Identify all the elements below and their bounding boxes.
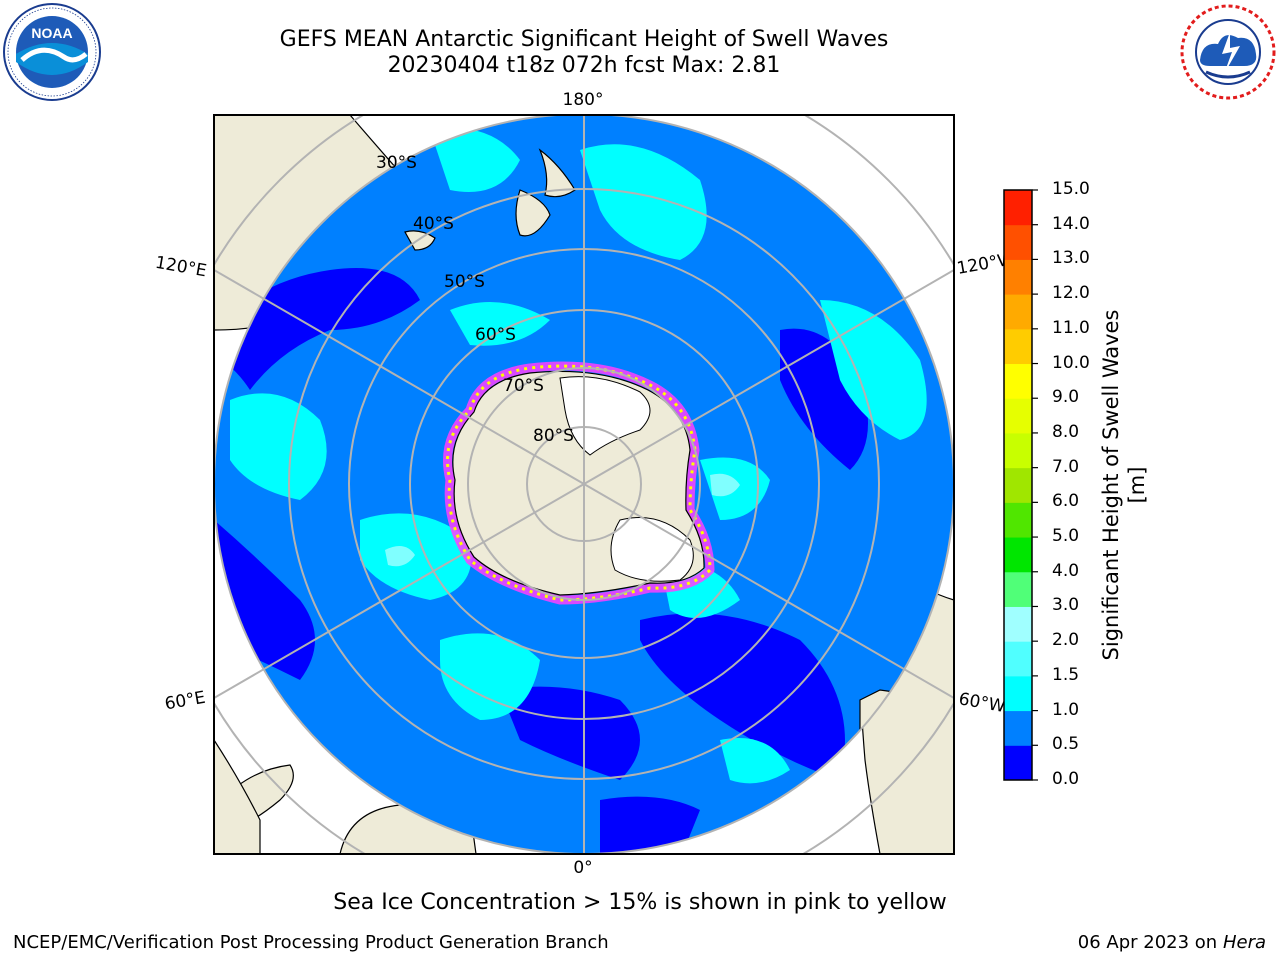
- graticule: [214, 115, 954, 854]
- lat-label-60s: 60°S: [475, 325, 516, 345]
- colorbar-segment: [1004, 190, 1032, 226]
- colorbar-segment: [1004, 328, 1032, 365]
- colorbar-tick-label: 9.0: [1052, 387, 1080, 408]
- colorbar-tick-label: 1.5: [1052, 664, 1080, 685]
- colorbar: [1003, 189, 1038, 781]
- colorbar-segment: [1004, 606, 1032, 642]
- colorbar-tick-label: 6.0: [1052, 491, 1080, 512]
- lat-label-80s: 80°S: [533, 426, 574, 446]
- chart-title: GEFS MEAN Antarctic Significant Height o…: [279, 27, 889, 52]
- map-frame: [213, 114, 955, 855]
- lon-label-top: 180°: [563, 90, 604, 110]
- sea-ice-note: Sea Ice Concentration > 15% is shown in …: [333, 890, 947, 915]
- colorbar-tick-label: 15.0: [1052, 179, 1090, 199]
- nws-logo: [1178, 2, 1278, 102]
- lat-label-30s: 30°S: [376, 153, 417, 173]
- colorbar-tick-label: 12.0: [1052, 283, 1090, 304]
- colorbar-tick-label: 0.0: [1052, 769, 1080, 789]
- colorbar-tick-label: 13.0: [1052, 248, 1090, 269]
- colorbar-tick-label: 10.0: [1052, 352, 1090, 373]
- colorbar-tick-label: 14.0: [1052, 213, 1090, 234]
- colorbar-segment: [1004, 398, 1032, 434]
- footer-machine: Hera: [1222, 932, 1266, 953]
- colorbar-tick-label: 4.0: [1052, 560, 1080, 581]
- lon-label-lower-left: 60°E: [163, 688, 207, 715]
- colorbar-segment: [1004, 294, 1032, 330]
- lat-label-50s: 50°S: [444, 272, 485, 292]
- footer-date-text: 06 Apr 2023 on: [1077, 932, 1223, 953]
- colorbar-tick-label: 11.0: [1052, 317, 1090, 338]
- colorbar-segment: [1004, 467, 1032, 503]
- colorbar-tick-label: 8.0: [1052, 421, 1080, 442]
- colorbar-tick-label: 1.0: [1052, 699, 1080, 720]
- colorbar-segment: [1004, 641, 1032, 677]
- colorbar-segment: [1004, 432, 1032, 469]
- chart-subtitle: 20230404 t18z 072h fcst Max: 2.81: [387, 53, 781, 78]
- colorbar-segment: [1004, 363, 1032, 399]
- lon-label-bottom: 0°: [573, 858, 592, 878]
- colorbar-segment: [1004, 502, 1032, 538]
- colorbar-segment: [1004, 675, 1032, 712]
- lon-label-upper-left: 120°E: [154, 253, 208, 282]
- footer-credit: NCEP/EMC/Verification Post Processing Pr…: [13, 932, 609, 953]
- colorbar-segment: [1004, 259, 1032, 295]
- colorbar-segment: [1004, 537, 1032, 573]
- noaa-logo: NOAA: [2, 2, 102, 102]
- colorbar-tick-label: 7.0: [1052, 456, 1080, 477]
- colorbar-segment: [1004, 710, 1032, 746]
- lat-label-70s: 70°S: [503, 376, 544, 396]
- colorbar-tick-label: 5.0: [1052, 526, 1080, 547]
- footer-date: 06 Apr 2023 on Hera: [1078, 932, 1266, 953]
- colorbar-label: Significant Height of Swell Waves [m]: [1099, 309, 1149, 661]
- antarctica: [443, 361, 715, 605]
- svg-text:NOAA: NOAA: [31, 25, 72, 41]
- colorbar-tick-label: 3.0: [1052, 595, 1080, 616]
- lon-label-lower-right: 60°W: [957, 689, 1007, 717]
- lat-label-40s: 40°S: [413, 214, 454, 234]
- colorbar-tick-label: 2.0: [1052, 630, 1080, 651]
- colorbar-segment: [1004, 745, 1032, 781]
- colorbar-segment: [1004, 224, 1032, 260]
- colorbar-segment: [1004, 571, 1032, 607]
- colorbar-tick-label: 0.5: [1052, 734, 1080, 755]
- colorbar-border: [1003, 189, 1033, 781]
